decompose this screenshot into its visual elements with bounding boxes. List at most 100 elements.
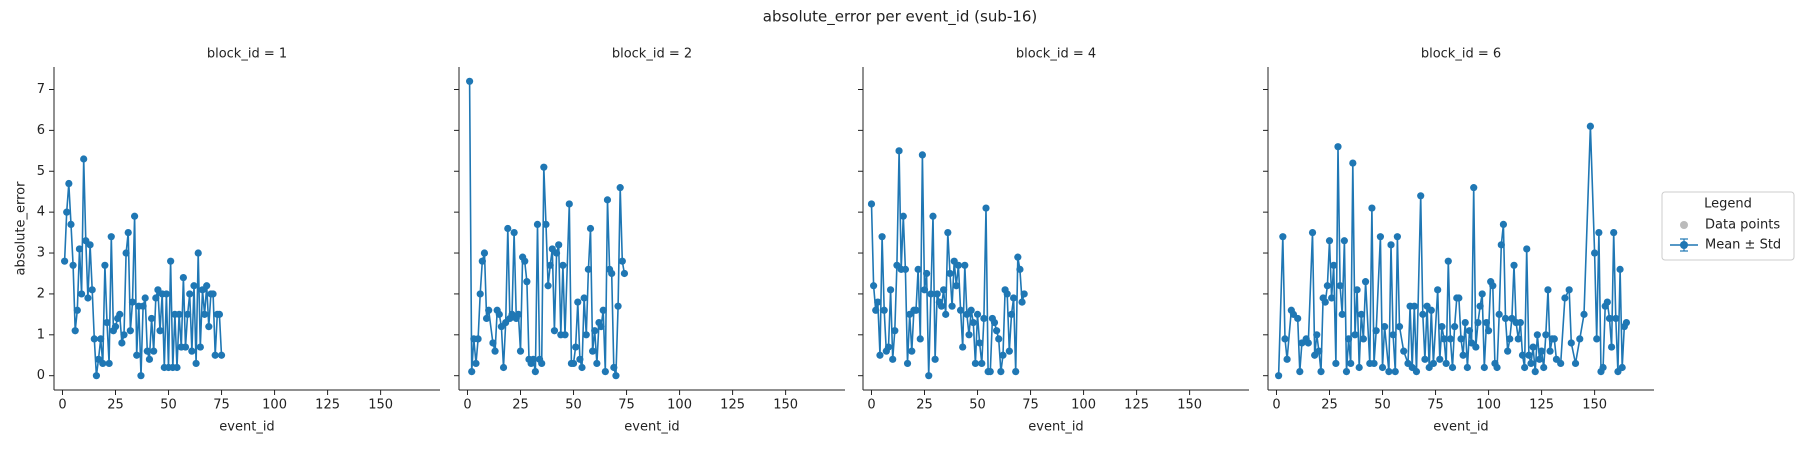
- data-point: [1537, 347, 1546, 355]
- data-point: [1521, 363, 1529, 372]
- data-point: [1342, 368, 1351, 376]
- data-point: [480, 249, 489, 257]
- data-point: [523, 278, 531, 286]
- data-point: [954, 261, 963, 269]
- data-point: [150, 347, 158, 355]
- series-line: [468, 81, 626, 376]
- legend: Legend Data points Mean ± Std: [1661, 191, 1795, 261]
- data-point: [1440, 335, 1448, 343]
- data-point: [533, 220, 542, 229]
- data-point: [143, 347, 151, 355]
- legend-swatch: [1670, 238, 1698, 252]
- x-tick-label: 25: [107, 398, 124, 413]
- data-point: [84, 294, 92, 302]
- data-point: [1470, 184, 1478, 192]
- data-point: [1421, 355, 1429, 363]
- data-point: [872, 306, 880, 314]
- x-tick-label: 0: [867, 398, 875, 413]
- data-point: [1344, 335, 1353, 343]
- data-point: [952, 282, 960, 290]
- data-point: [880, 306, 888, 314]
- data-point: [186, 290, 194, 298]
- data-point: [203, 282, 211, 290]
- data-point: [1518, 351, 1527, 359]
- series-line: [63, 158, 223, 376]
- data-point: [1612, 314, 1620, 323]
- data-point: [1446, 335, 1454, 343]
- data-point: [1442, 359, 1450, 368]
- data-point: [1550, 335, 1558, 343]
- data-point: [217, 351, 226, 359]
- data-point: [552, 249, 561, 257]
- data-point: [1304, 339, 1312, 347]
- data-point: [1499, 220, 1508, 229]
- data-point: [574, 298, 582, 306]
- data-point: [1317, 368, 1325, 376]
- y-tick-label: 5: [37, 164, 45, 179]
- data-point: [946, 269, 954, 278]
- data-point: [1007, 310, 1016, 318]
- data-point: [1455, 294, 1463, 302]
- x-tick-label: 50: [1374, 398, 1391, 413]
- data-point: [75, 245, 84, 253]
- data-point: [1501, 314, 1510, 323]
- data-point: [521, 257, 529, 265]
- data-point: [572, 343, 580, 351]
- data-point: [1472, 343, 1480, 351]
- data-point: [1480, 363, 1488, 372]
- data-point: [190, 282, 198, 290]
- data-point: [1016, 265, 1024, 273]
- data-point: [1474, 318, 1482, 327]
- data-point: [152, 294, 160, 302]
- data-point: [876, 351, 884, 359]
- data-point: [1378, 363, 1387, 372]
- data-point: [133, 351, 141, 359]
- data-point: [973, 310, 982, 318]
- data-point: [1544, 286, 1552, 294]
- data-point: [1561, 294, 1569, 302]
- data-point: [601, 368, 609, 376]
- data-point: [1395, 323, 1404, 331]
- x-tick-label: 100: [1476, 398, 1501, 413]
- data-point: [181, 343, 190, 351]
- data-point: [1410, 302, 1418, 310]
- data-point: [1618, 363, 1626, 372]
- data-point: [71, 327, 79, 335]
- data-point: [976, 339, 984, 347]
- data-point: [891, 327, 899, 335]
- data-point: [959, 343, 967, 351]
- data-point: [474, 335, 482, 343]
- y-axis-label: absolute_error: [14, 181, 29, 276]
- data-point: [116, 310, 124, 318]
- data-point: [1283, 355, 1291, 363]
- data-point: [608, 269, 616, 278]
- data-point: [593, 359, 601, 368]
- data-point: [927, 290, 935, 298]
- data-point: [1535, 355, 1544, 363]
- data-point: [1489, 282, 1497, 290]
- data-point: [482, 314, 491, 323]
- data-point: [978, 359, 986, 368]
- panel: block_id = 4 0 25 50 75 100 125 150 event_id: [858, 47, 1249, 435]
- data-point: [1542, 331, 1550, 339]
- data-point: [1595, 228, 1603, 237]
- data-point: [956, 306, 965, 314]
- data-point: [559, 261, 567, 269]
- data-point: [1323, 282, 1331, 290]
- data-point: [569, 359, 578, 368]
- data-point: [1359, 335, 1368, 343]
- legend-swatch: [1680, 221, 1688, 229]
- data-point: [1557, 359, 1565, 368]
- data-point: [980, 314, 988, 323]
- data-point: [128, 298, 137, 306]
- data-point: [580, 294, 588, 302]
- data-point: [993, 327, 1001, 335]
- x-tick-label: 50: [160, 398, 177, 413]
- data-point: [1336, 282, 1344, 290]
- data-point: [878, 233, 886, 241]
- data-point: [920, 286, 929, 294]
- data-point: [540, 163, 548, 171]
- data-point: [1340, 237, 1348, 245]
- data-point: [86, 241, 94, 249]
- x-tick-label: 75: [213, 398, 230, 413]
